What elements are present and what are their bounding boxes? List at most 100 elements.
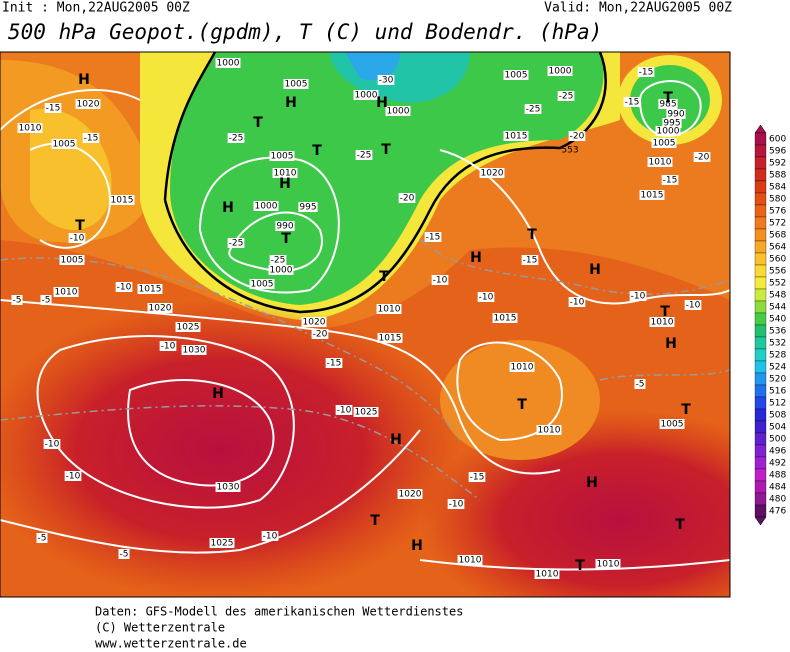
isobar-label: 1000 [387, 107, 410, 117]
legend-level: 520 [769, 375, 786, 385]
map-title: 500 hPa Geopot.(gpdm), T (C) und Bodendr… [8, 20, 602, 44]
isobar-label: 1005 [661, 420, 684, 430]
temperature-label: -10 [263, 532, 278, 542]
legend-swatch [754, 336, 767, 350]
isobar-label-group: 1020 [479, 168, 505, 179]
isobar-label-box [536, 425, 562, 435]
temperature-label-box [64, 471, 82, 481]
temperature-label: -15 [46, 104, 61, 114]
temperature-label: -15 [639, 68, 654, 78]
isobar-label: 995 [663, 119, 680, 129]
isobar-label: 1000 [355, 91, 378, 101]
temperature-label-group: -15 [623, 97, 641, 108]
legend-level: 516 [769, 387, 786, 397]
isobar-label-box [547, 66, 573, 76]
legend-swatch [754, 252, 767, 266]
isobar-label: 1005 [285, 80, 308, 90]
isobar-label: 1025 [355, 408, 378, 418]
legend-level: 544 [769, 303, 786, 313]
isobar-label-box [503, 131, 529, 141]
temperature-label-group: -10 [43, 439, 61, 450]
legend-arrow-top [754, 124, 767, 134]
isobar-label-box [377, 333, 403, 343]
isobar-label: 1005 [505, 71, 528, 81]
legend-arrow-bottom [754, 516, 767, 526]
legend-level: 560 [769, 255, 786, 265]
isobar-label-group: 1000 [655, 126, 681, 137]
isobar-label: 990 [276, 222, 293, 232]
legend-level: 496 [769, 447, 786, 457]
legend-swatch [754, 216, 767, 230]
legend-level: 508 [769, 411, 786, 421]
isobar-label: 1010 [511, 363, 534, 373]
isobar-label: 1000 [549, 67, 572, 77]
isobar-label: 1010 [538, 426, 561, 436]
isobar-label-box [666, 109, 686, 119]
field-band [170, 52, 604, 305]
temperature-label-box [82, 133, 100, 143]
isobar-label-box [53, 287, 79, 297]
temperature-label-group: -5 [118, 549, 130, 560]
legend-swatch [754, 288, 767, 302]
isobar-label-group: 1000 [215, 58, 241, 69]
pressure-center: T [253, 115, 263, 131]
isobar-label: 1015 [505, 132, 528, 142]
legend-swatch [754, 300, 767, 314]
isobar-label-group: 995 [298, 202, 318, 213]
legend-level: 572 [769, 219, 786, 229]
temperature-label-group: -25 [269, 255, 287, 266]
isobar-label-group: 1025 [353, 407, 379, 418]
isobar-label: 1020 [303, 318, 326, 328]
legend-swatch [754, 396, 767, 410]
isobar-label-group: 1000 [268, 265, 294, 276]
isobar-label: 1010 [536, 570, 559, 580]
legend-level: 512 [769, 399, 786, 409]
footer-line: Daten: GFS-Modell des amerikanischen Wet… [95, 605, 463, 619]
pressure-center: T [575, 558, 585, 574]
isobar-label-box [649, 317, 675, 327]
legend-swatch [754, 492, 767, 506]
isobar-label-group: 1005 [59, 255, 85, 266]
legend-swatch [754, 240, 767, 254]
pressure-center: T [75, 218, 85, 234]
temperature-label-group: -20 [398, 193, 416, 204]
legend-level: 556 [769, 267, 786, 277]
temperature-label-box [637, 67, 655, 77]
temperature-label-box [684, 300, 702, 310]
isobar-label: 1010 [597, 560, 620, 570]
temperature-label-group: -25 [227, 133, 245, 144]
isobar-label-group: 1010 [457, 555, 483, 566]
isobar-label-group: 1025 [175, 322, 201, 333]
temperature-label: -15 [470, 473, 485, 483]
temperature-label-box [269, 255, 287, 265]
temperature-label-group: -10 [447, 499, 465, 510]
temperature-label: -20 [695, 153, 710, 163]
legend-level: 600 [769, 135, 786, 145]
isobar-label-box [503, 70, 529, 80]
pressure-center: H [390, 432, 402, 448]
legend-level: 564 [769, 243, 786, 253]
isobar-label-box [147, 303, 173, 313]
map-frame [0, 51, 731, 598]
temperature-label-group: -20 [568, 131, 586, 142]
pressure-center: H [212, 386, 224, 402]
temperature-label-box [557, 91, 575, 101]
legend-swatch [754, 264, 767, 278]
isobar-label-group: 1010 [272, 168, 298, 179]
isobar-label: 1025 [177, 323, 200, 333]
pressure-center: T [517, 397, 527, 413]
isobar-label-box [509, 362, 535, 372]
legend-swatch [754, 504, 767, 518]
legend-swatch [754, 156, 767, 170]
isobar-label-group: 1020 [301, 317, 327, 328]
legend-level: 488 [769, 471, 786, 481]
pressure-center: H [589, 262, 601, 278]
temperature-label: -25 [357, 151, 372, 161]
pressure-center: H [78, 72, 90, 88]
legend-swatch [754, 372, 767, 386]
isobar-label-group: 1005 [283, 79, 309, 90]
map-labels: 1000 1005 1000 1000 1005 1000 1020 1010 1005 1015… [11, 58, 711, 580]
temperature-label-box [629, 291, 647, 301]
temperature-label: -20 [570, 132, 585, 142]
